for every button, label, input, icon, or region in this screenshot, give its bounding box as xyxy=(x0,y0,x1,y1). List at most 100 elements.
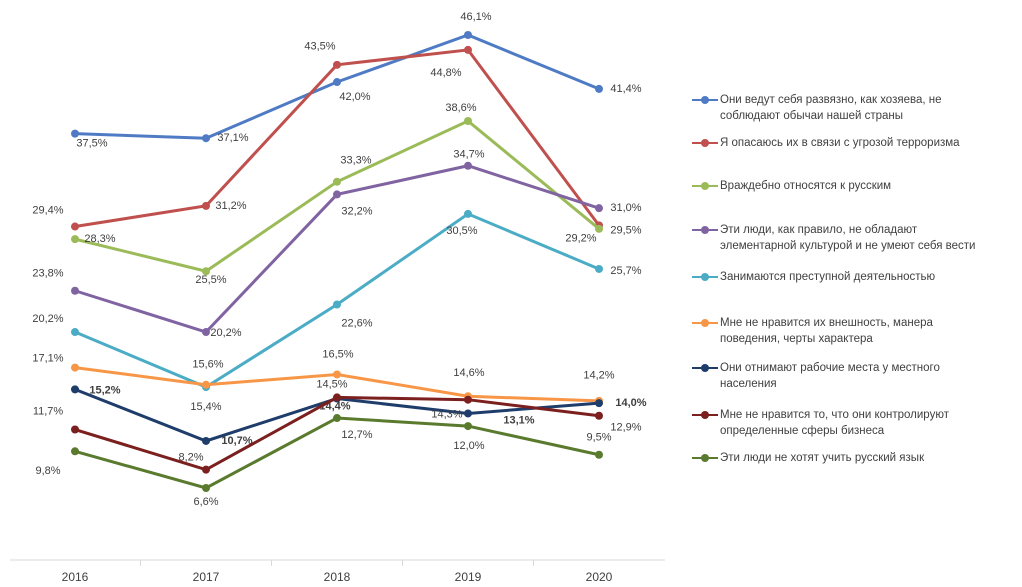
data-point xyxy=(333,393,341,402)
data-label: 20,2% xyxy=(210,327,241,339)
legend-item: Мне не нравится то, что они контролируют… xyxy=(690,407,990,439)
data-label: 25,5% xyxy=(195,274,226,286)
data-point xyxy=(333,78,341,87)
data-label: 37,1% xyxy=(217,132,248,144)
data-point xyxy=(71,385,79,394)
legend-item: Эти люди, как правило, не обладают элеме… xyxy=(690,222,990,254)
data-point xyxy=(71,235,79,244)
data-point xyxy=(71,222,79,231)
data-point xyxy=(202,328,210,337)
data-point xyxy=(595,204,603,213)
x-tick-label: 2019 xyxy=(455,570,482,584)
legend-swatch xyxy=(690,92,720,108)
legend-label: Они отнимают рабочие места у местного на… xyxy=(720,362,940,390)
data-label: 14,3% xyxy=(431,409,462,421)
data-point xyxy=(71,129,79,138)
data-label: 13,1% xyxy=(503,414,534,426)
data-label: 12,0% xyxy=(453,440,484,452)
data-label: 41,4% xyxy=(610,83,641,95)
data-label: 14,6% xyxy=(453,367,484,379)
data-label: 29,5% xyxy=(610,224,641,236)
legend-label: Занимаются преступной деятельностью xyxy=(720,271,936,283)
data-label: 10,7% xyxy=(221,435,252,447)
data-label: 17,1% xyxy=(32,352,63,364)
data-label: 15,6% xyxy=(192,359,223,371)
data-label: 8,2% xyxy=(178,452,203,464)
data-label: 29,4% xyxy=(32,204,63,216)
legend-swatch xyxy=(690,407,720,423)
legend-label: Эти люди, как правило, не обладают элеме… xyxy=(720,224,976,252)
legend-label: Я опасаюсь их в связи с угрозой террориз… xyxy=(720,137,960,149)
series-line xyxy=(74,212,600,389)
data-point xyxy=(333,300,341,309)
data-label: 14,0% xyxy=(615,397,646,409)
legend-swatch xyxy=(690,315,720,331)
data-label: 42,0% xyxy=(339,91,370,103)
data-point xyxy=(464,409,472,418)
data-point xyxy=(333,370,341,379)
data-label: 25,7% xyxy=(610,265,641,277)
data-label: 28,3% xyxy=(84,233,115,245)
data-point xyxy=(202,380,210,389)
data-label: 9,5% xyxy=(586,432,611,444)
data-label: 44,8% xyxy=(430,67,461,79)
x-tick-label: 2016 xyxy=(62,570,89,584)
data-point xyxy=(464,45,472,54)
legend-swatch xyxy=(690,360,720,376)
legend-swatch xyxy=(690,269,720,285)
x-tick-label: 2020 xyxy=(586,570,613,584)
data-point xyxy=(595,450,603,459)
series-line xyxy=(74,48,601,229)
data-point xyxy=(333,414,341,423)
data-label: 9,8% xyxy=(35,465,60,477)
legend-swatch xyxy=(690,135,720,151)
data-label: 43,5% xyxy=(304,41,335,53)
data-label: 15,4% xyxy=(190,401,221,413)
legend-item: Враждебно относятся к русским xyxy=(690,178,990,194)
data-label: 30,5% xyxy=(446,225,477,237)
data-point xyxy=(71,328,79,337)
data-label: 22,6% xyxy=(341,317,372,329)
data-point xyxy=(202,267,210,276)
data-point xyxy=(595,264,603,273)
legend-item: Занимаются преступной деятельностью xyxy=(690,269,990,285)
data-point xyxy=(71,286,79,295)
plot: 2016 2017 2018 2019 2020 37,5% 37,1% 42,0% 46,1%… xyxy=(10,11,665,584)
legend-label: Они ведут себя развязно, как хозяева, не… xyxy=(720,94,942,122)
data-label: 46,1% xyxy=(460,11,491,23)
data-point xyxy=(464,422,472,431)
data-label: 14,4% xyxy=(319,400,350,412)
data-label: 20,2% xyxy=(32,313,63,325)
data-point xyxy=(333,177,341,186)
data-point xyxy=(595,84,603,93)
data-point xyxy=(595,399,603,408)
data-point xyxy=(202,465,210,474)
data-point xyxy=(464,395,472,404)
data-label: 37,5% xyxy=(76,138,107,150)
data-point xyxy=(202,134,210,143)
legend-item: Я опасаюсь их в связи с угрозой террориз… xyxy=(690,135,990,151)
data-point xyxy=(333,190,341,199)
legend-item: Они отнимают рабочие места у местного на… xyxy=(690,360,990,392)
data-label: 34,7% xyxy=(453,149,484,161)
data-point xyxy=(595,224,603,233)
legend-swatch xyxy=(690,450,720,466)
data-label: 6,6% xyxy=(193,496,218,508)
data-label: 12,7% xyxy=(341,429,372,441)
data-point xyxy=(464,161,472,170)
data-point xyxy=(333,60,341,69)
data-point xyxy=(595,411,603,420)
data-label: 29,2% xyxy=(565,233,596,245)
data-label: 31,0% xyxy=(610,202,641,214)
data-point xyxy=(202,201,210,210)
legend-label: Эти люди не хотят учить русский язык xyxy=(720,452,925,464)
legend-label: Враждебно относятся к русским xyxy=(720,180,892,192)
x-tick-label: 2017 xyxy=(193,570,220,584)
data-point xyxy=(202,436,210,445)
legend-item: Они ведут себя развязно, как хозяева, не… xyxy=(690,92,990,124)
legend-swatch xyxy=(690,178,720,194)
data-label: 15,2% xyxy=(89,384,120,396)
data-point xyxy=(71,425,79,434)
data-label: 33,3% xyxy=(340,155,371,167)
